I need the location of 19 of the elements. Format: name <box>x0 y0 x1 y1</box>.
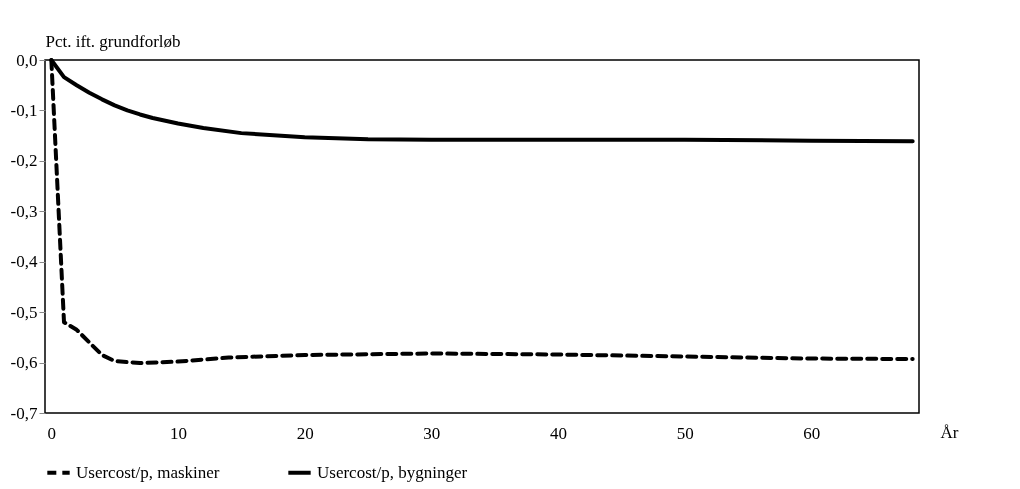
y-tick-label: -0,5 <box>10 302 38 322</box>
y-tick-label: -0,4 <box>10 252 38 272</box>
y-tick-label: -0,1 <box>10 100 38 120</box>
y-tick-label: -0,7 <box>10 403 38 423</box>
y-tick-label: 0,0 <box>16 50 38 70</box>
x-tick-label: 40 <box>550 423 567 443</box>
y-tick-label: -0,3 <box>10 201 38 221</box>
x-tick-label: 0 <box>47 423 57 443</box>
x-tick-label: 30 <box>423 423 441 443</box>
x-tick-label: 60 <box>803 423 821 443</box>
x-tick-label: 20 <box>296 423 314 443</box>
legend-label: Usercost/p, bygninger <box>317 462 468 482</box>
x-tick-label: 10 <box>170 423 187 443</box>
legend-label: Usercost/p, maskiner <box>76 462 220 482</box>
x-tick-label: 50 <box>676 423 694 443</box>
x-axis-title: År <box>940 422 959 442</box>
y-axis-title: Pct. ift. grundforløb <box>45 31 181 51</box>
y-tick-label: -0,6 <box>10 353 38 373</box>
y-tick-label: -0,2 <box>10 151 38 171</box>
